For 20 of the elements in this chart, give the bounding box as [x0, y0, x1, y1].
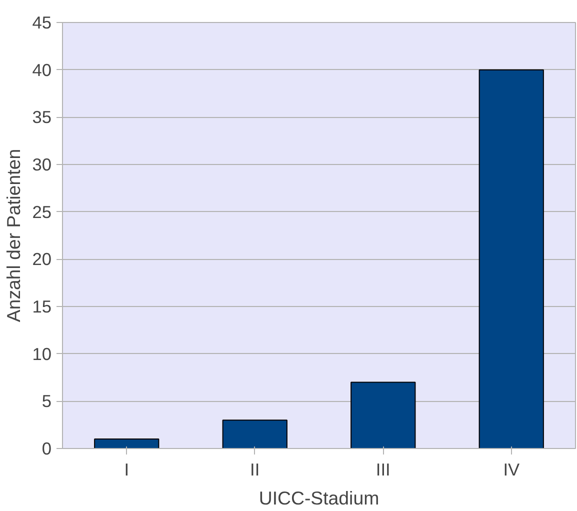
- x-tick-label: IV: [503, 460, 520, 480]
- x-axis-title: UICC-Stadium: [258, 488, 380, 508]
- y-tick-label: 45: [32, 12, 52, 32]
- y-tick-label: 10: [32, 344, 52, 364]
- bar: [222, 420, 288, 448]
- x-tick-label: III: [376, 460, 390, 480]
- bar: [94, 438, 160, 448]
- bar: [350, 382, 416, 448]
- y-tick-label: 15: [32, 296, 52, 316]
- x-tick-label: II: [250, 460, 260, 480]
- y-tick-label: 30: [32, 154, 52, 174]
- y-tick-label: 20: [32, 249, 52, 270]
- y-axis-title: Anzahl der Patienten: [3, 148, 24, 322]
- y-tick-label: 5: [42, 391, 52, 412]
- x-tick-label: I: [124, 460, 130, 480]
- y-tick-label: 35: [32, 107, 52, 128]
- y-tick-label: 25: [32, 202, 52, 222]
- y-tick-label: 0: [42, 438, 52, 458]
- y-tick-label: 40: [32, 60, 52, 80]
- bar: [478, 69, 544, 448]
